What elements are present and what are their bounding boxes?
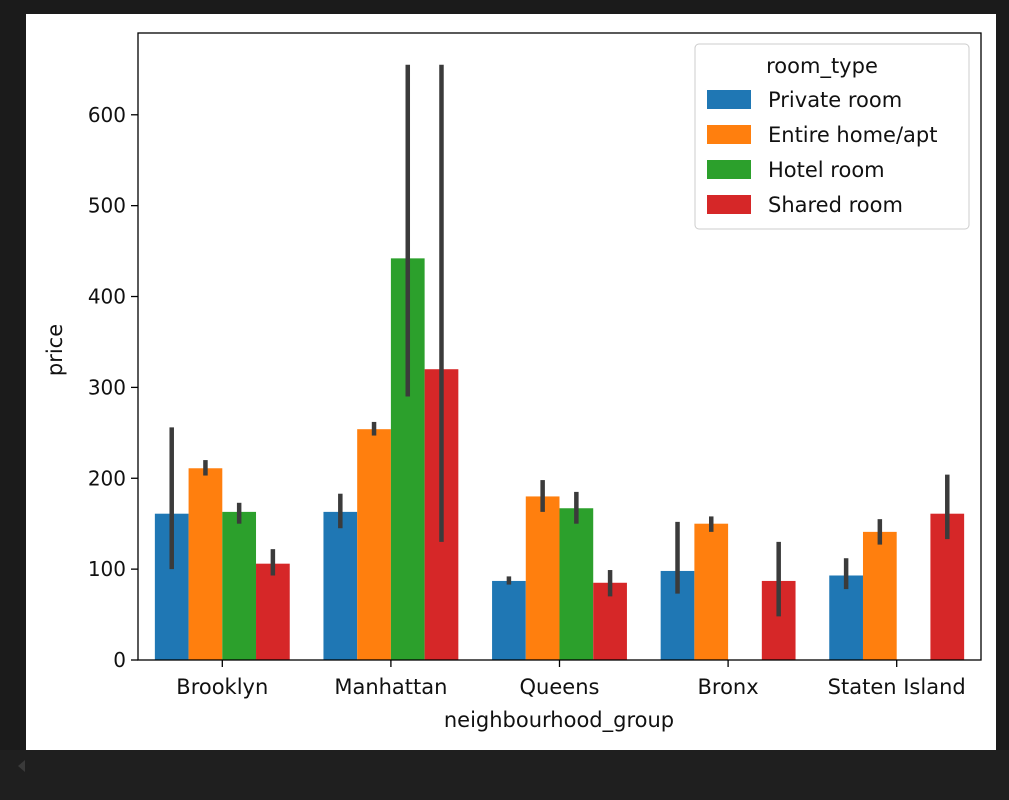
legend-label: Hotel room: [768, 158, 885, 182]
y-tick-label: 200: [88, 466, 126, 490]
y-tick-label: 600: [88, 103, 126, 127]
bar-hotel-room-queens: [559, 508, 594, 660]
x-tick-label: Bronx: [698, 675, 759, 699]
bar-hotel-room-brooklyn: [222, 511, 257, 660]
chart-figure: 0 100 200 300 400 500 600 Brooklyn Manhattan Que…: [26, 14, 996, 750]
y-tick-label: 100: [88, 557, 126, 581]
x-tick-label: Queens: [520, 675, 600, 699]
bars-layer: [154, 258, 965, 660]
bar-entire-home-apt-queens: [525, 496, 560, 660]
legend-swatch: [707, 90, 751, 109]
y-axis-label: price: [43, 324, 67, 376]
y-ticks-layer: 0 100 200 300 400 500 600: [88, 103, 138, 672]
x-axis-label: neighbourhood_group: [444, 708, 674, 733]
bar-entire-home-apt-brooklyn: [188, 468, 223, 660]
legend-label: Private room: [768, 88, 902, 112]
bar-chart: 0 100 200 300 400 500 600 Brooklyn Manhattan Que…: [43, 32, 982, 733]
legend-swatch: [707, 195, 751, 214]
viewer-bottom-bar: [0, 750, 1009, 800]
error-bars-layer: [169, 64, 950, 617]
bar-entire-home-apt-manhattan: [357, 429, 391, 660]
x-tick-label: Staten Island: [828, 675, 966, 699]
legend: room_type Private room Entire home/apt Hot…: [694, 43, 970, 230]
legend-label: Shared room: [768, 193, 903, 217]
bar-private-room-manhattan: [323, 511, 358, 660]
y-tick-label: 500: [88, 194, 126, 218]
legend-title: room_type: [766, 54, 878, 79]
scroll-left-icon[interactable]: [18, 760, 25, 772]
x-ticks-layer: Brooklyn Manhattan Queens Bronx Staten Islan…: [176, 660, 966, 699]
bar-private-room-queens: [492, 580, 526, 660]
bar-entire-home-apt-bronx: [694, 523, 729, 660]
legend-swatch: [707, 125, 751, 144]
legend-label: Entire home/apt: [768, 123, 937, 147]
legend-swatch: [707, 160, 751, 179]
bar-private-room-staten-island: [829, 575, 863, 660]
legend-items: Private room Entire home/apt Hotel room Sha…: [707, 88, 937, 217]
x-tick-label: Manhattan: [334, 675, 447, 699]
y-tick-label: 400: [88, 285, 126, 309]
bar-shared-room-brooklyn: [256, 563, 290, 660]
bar-entire-home-apt-staten-island: [862, 531, 897, 660]
y-tick-label: 300: [88, 375, 126, 399]
legend-box: [694, 43, 970, 230]
y-tick-label: 0: [113, 648, 126, 672]
x-tick-label: Brooklyn: [176, 675, 268, 699]
